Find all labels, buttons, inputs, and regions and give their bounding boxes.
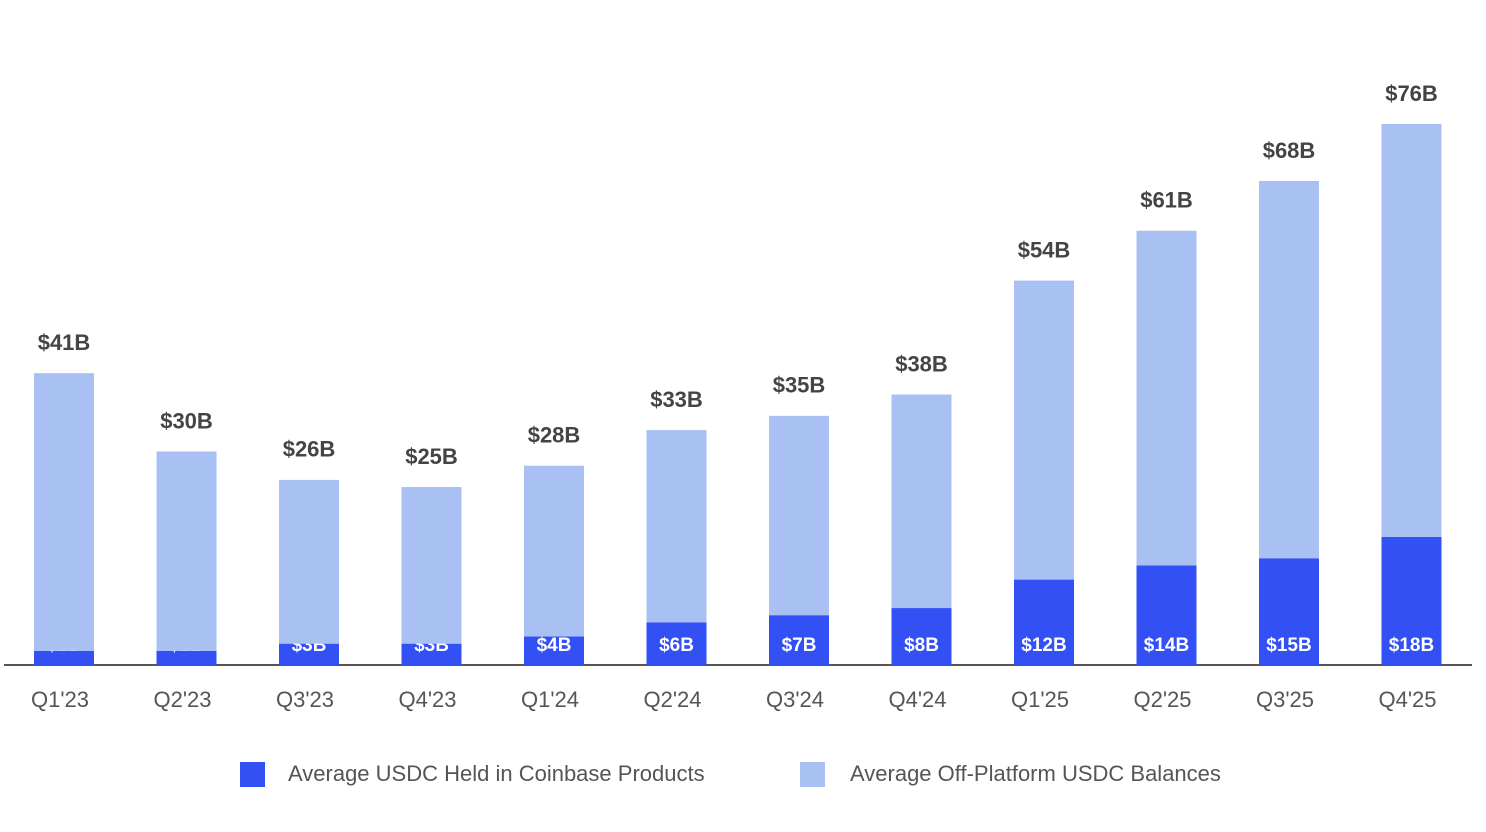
total-label: $41B [38, 330, 91, 355]
x-tick-label: Q1'24 [521, 687, 579, 712]
total-label: $35B [773, 373, 826, 398]
bar-segment [1136, 230, 1197, 566]
x-tick-label: Q3'25 [1256, 687, 1314, 712]
bar-segment [891, 394, 952, 609]
data-label: $8B [904, 635, 939, 656]
bar-segment [1381, 124, 1442, 537]
bar-segment [279, 479, 339, 644]
bar-segment [524, 636, 584, 665]
legend-label: Average USDC Held in Coinbase Products [288, 761, 705, 786]
bar-segment [1136, 565, 1197, 665]
x-tick-label: Q1'23 [31, 687, 89, 712]
bar-segment [1259, 558, 1319, 665]
bar-segment [156, 650, 217, 665]
x-tick-label: Q2'25 [1133, 687, 1191, 712]
bar-segment [1014, 280, 1074, 580]
bar-segment [646, 622, 707, 665]
bar-segment [524, 465, 584, 637]
total-label: $25B [405, 444, 458, 469]
legend-swatch [240, 762, 265, 787]
x-tick-label: Q3'24 [766, 687, 824, 712]
total-label: $33B [650, 387, 703, 412]
total-label: $68B [1263, 138, 1316, 163]
bar-segment [401, 487, 462, 644]
bar-segment [646, 430, 707, 623]
legend-label: Average Off-Platform USDC Balances [850, 761, 1221, 786]
total-label: $38B [895, 351, 948, 376]
x-tick-label: Q4'23 [398, 687, 456, 712]
bar-segment [891, 608, 952, 665]
total-label: $76B [1385, 81, 1438, 106]
total-label: $26B [283, 437, 336, 462]
bar-segment [1381, 536, 1442, 665]
x-tick-label: Q2'23 [153, 687, 211, 712]
bar-segment [34, 373, 94, 651]
data-label: $14B [1144, 635, 1189, 656]
x-tick-label: Q1'25 [1011, 687, 1069, 712]
bar-segment [769, 615, 829, 665]
bar-segment [279, 643, 339, 665]
bar-segment [401, 643, 462, 665]
x-tick-label: Q4'25 [1378, 687, 1436, 712]
legend-swatch [800, 762, 825, 787]
data-label: $15B [1266, 635, 1311, 656]
x-tick-label: Q2'24 [643, 687, 701, 712]
bar-segment [1014, 579, 1074, 665]
bar-segment [1259, 180, 1319, 559]
x-tick-label: Q4'24 [888, 687, 946, 712]
total-label: $61B [1140, 188, 1193, 213]
data-label: $18B [1389, 635, 1434, 656]
x-tick-label: Q3'23 [276, 687, 334, 712]
data-label: $4B [537, 635, 572, 656]
total-label: $28B [528, 422, 581, 447]
data-label: $7B [782, 635, 817, 656]
bar-segment [156, 451, 217, 651]
bar-segment [769, 415, 829, 616]
bar-segment [34, 650, 94, 665]
data-label: $6B [659, 635, 694, 656]
total-label: $30B [160, 408, 213, 433]
data-label: $12B [1021, 635, 1066, 656]
total-label: $54B [1018, 237, 1071, 262]
